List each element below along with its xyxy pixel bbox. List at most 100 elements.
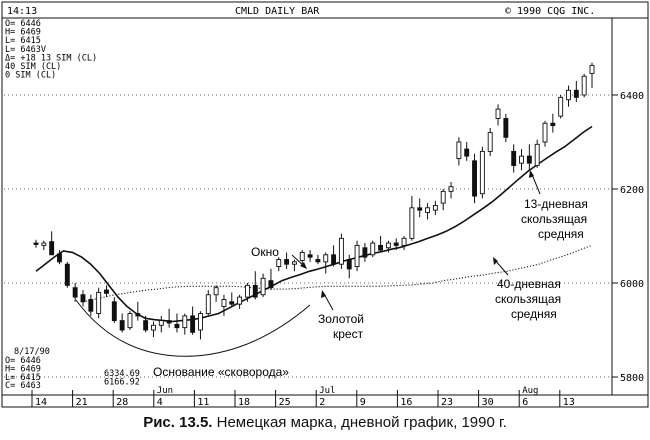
y-tick-label-6400: 6400 [620,91,644,102]
readout-top-line-5: 40 SIM (CL) [5,62,61,72]
candle-body-55 [464,148,470,157]
candle-body-33 [291,261,297,265]
candle-body-9 [104,289,109,294]
candle-body-62 [519,155,524,164]
candle-body-67 [558,96,564,117]
readout-top-line-6: 0 SIM (CL) [5,71,56,81]
candle-body-48 [409,207,415,239]
ma-value-1: 6166.92 [104,378,140,388]
readout-bottom-line-1: H= 6469 [5,364,41,374]
candle-body-35 [307,254,313,258]
caption-prefix: Рис. 13.5. [143,414,213,431]
candle-body-0 [33,242,39,245]
readout-top-line-4: Δ= +18 13 SIM (CL) [5,53,97,63]
x-tick-label-5: 18 [238,397,250,408]
x-tick-label-1: 21 [76,397,88,408]
candle-body-64 [534,143,540,166]
y-tick-label-6200: 6200 [620,185,644,196]
header-copyright: © 1990 CQG INC. [505,6,595,17]
candle-body-19 [182,315,188,329]
y-tick-label-5800: 5800 [620,373,644,384]
annotation-pan: Основание «сковорода» [153,365,289,379]
outer-border [1,1,649,408]
candle-body-51 [432,204,438,211]
y-tick-label-6000: 6000 [620,279,644,290]
candle-body-20 [190,315,196,333]
x-axis: 14 21 28 4 11 18 25 2 9 16 23 30 6 13 Jun Jul Aug [31,386,575,408]
candle-body-13 [135,313,141,317]
candle-body-30 [268,280,274,289]
window-arrowhead [300,262,307,269]
candle-body-52 [440,190,446,204]
annotation-ma40-3: средняя [511,307,557,321]
candle-body-28 [252,284,258,298]
candle-body-26 [237,296,243,305]
candle-body-34 [299,251,305,261]
month-label-Jun: Jun [157,386,173,396]
candle-body-1 [41,242,47,246]
candle-body-11 [119,320,125,331]
chart-frame [1,1,649,408]
candles [33,62,595,340]
candle-body-66 [550,122,556,126]
candle-body-54 [456,141,462,159]
annotation-ma13-2: скользящая [521,212,587,226]
candle-body-40 [346,259,352,270]
x-tick-label-13: 13 [563,397,575,408]
x-tick-label-10: 23 [441,397,453,408]
candle-body-58 [487,132,493,152]
x-tick-label-3: 4 [157,397,163,408]
candle-body-23 [213,287,219,296]
chart-header: 14:13 CMLD DAILY BAR © 1990 CQG INC. [7,6,595,17]
readout-top-line-1: H= 6469 [5,28,41,38]
candle-body-16 [158,320,164,326]
candle-body-44 [378,244,384,251]
candle-body-56 [472,160,477,197]
candle-body-32 [284,259,290,265]
candle-body-27 [244,284,250,298]
candle-body-15 [151,324,156,331]
annotation-ma40-2: скользящая [495,292,561,306]
readout-bottom-line-2: L= 6415 [5,373,41,383]
annotation-ma13-3: средняя [538,227,584,241]
candle-body-14 [143,320,149,331]
candle-body-24 [221,299,227,307]
candle-body-71 [589,64,595,74]
x-tick-label-11: 30 [482,397,494,408]
readout-top-line-3: L= 6463V [5,45,46,55]
candle-body-7 [88,299,94,312]
candle-body-45 [385,242,391,249]
x-tick-label-4: 11 [197,397,209,408]
candle-body-38 [331,254,337,265]
candle-body-29 [260,277,266,296]
ma40-path [82,244,593,303]
candle-body-49 [417,207,423,211]
candlestick-chart: 14:13 CMLD DAILY BAR © 1990 CQG INC. O= … [1,1,649,408]
annotation-ma40-1: 40-дневная [497,277,561,291]
candle-body-3 [57,253,62,263]
annotation-golden-1: Золотой [318,312,364,326]
x-tick-label-12: 6 [522,397,528,408]
candle-body-10 [111,301,117,322]
header-time: 14:13 [7,6,37,17]
candle-body-61 [511,150,517,166]
candle-body-22 [205,294,211,314]
ma40-arrowhead [493,257,498,265]
candle-body-46 [393,242,399,246]
x-tick-label-7: 2 [319,397,325,408]
candle-body-70 [581,75,587,96]
caption-text: Немецкая марка, дневной график, 1990 г. [212,414,507,431]
ma13-path [35,125,593,323]
ma40-line [82,244,593,303]
header-title: CMLD DAILY BAR [235,6,320,17]
readout-bottom-line-3: C= 6463 [5,381,41,391]
annotation-golden-2: крест [333,327,364,341]
candle-body-43 [370,242,376,256]
readout-bottom-line-0: O= 6446 [5,356,41,366]
candle-body-6 [80,294,86,303]
candle-body-2 [49,241,55,256]
candle-body-59 [495,108,501,119]
